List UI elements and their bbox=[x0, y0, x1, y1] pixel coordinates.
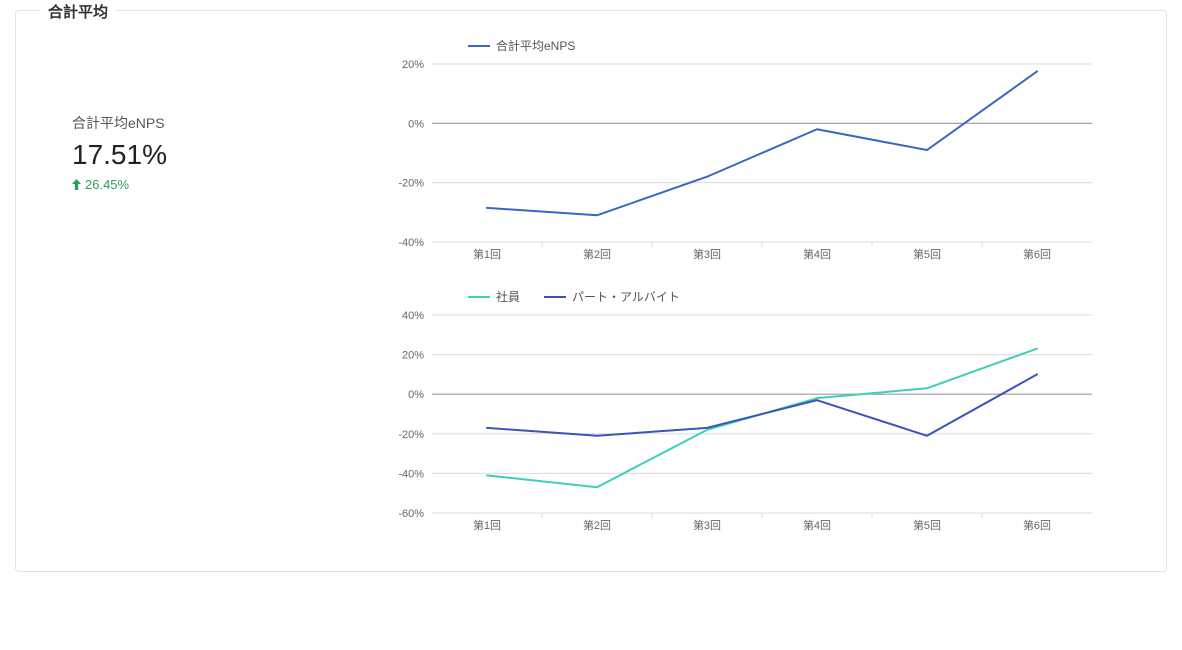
chart2-wrap: 社員 パート・アルバイト -60% -40% -20% 0% 20% 40% 第1回 第2回 第3… bbox=[382, 288, 1138, 537]
svg-text:第5回: 第5回 bbox=[913, 247, 941, 261]
svg-text:第3回: 第3回 bbox=[693, 247, 721, 261]
summary-card: 合計平均 合計平均eNPS 17.51% 26.45% 合計平均eNPS -40… bbox=[15, 10, 1167, 572]
svg-text:0%: 0% bbox=[408, 389, 424, 401]
chart2: -60% -40% -20% 0% 20% 40% 第1回 第2回 第3回 第4回 第5回 第6回 bbox=[382, 307, 1102, 537]
svg-text:-20%: -20% bbox=[398, 178, 424, 190]
svg-text:第6回: 第6回 bbox=[1023, 247, 1051, 261]
chart1: -40% -20% 0% 20% 第1回 第2回 第3回 第4回 第5回 第6回 bbox=[382, 56, 1102, 266]
svg-text:第3回: 第3回 bbox=[693, 518, 721, 532]
svg-text:第1回: 第1回 bbox=[473, 247, 501, 261]
stat-panel: 合計平均eNPS 17.51% 26.45% bbox=[16, 37, 382, 559]
legend-swatch bbox=[544, 296, 566, 298]
series-line bbox=[487, 374, 1037, 435]
chart2-legend: 社員 パート・アルバイト bbox=[468, 288, 1138, 305]
series-line bbox=[487, 349, 1037, 488]
legend-label: 社員 bbox=[496, 288, 520, 305]
chart1-wrap: 合計平均eNPS -40% -20% 0% 20% 第1回 第2回 第3回 第4回 第5回 第6回 bbox=[382, 37, 1138, 266]
svg-text:-20%: -20% bbox=[398, 429, 424, 441]
svg-text:第1回: 第1回 bbox=[473, 518, 501, 532]
legend-item: 社員 bbox=[468, 288, 520, 305]
svg-text:-40%: -40% bbox=[398, 237, 424, 249]
arrow-up-icon bbox=[72, 179, 81, 190]
svg-text:20%: 20% bbox=[402, 350, 424, 362]
card-layout: 合計平均eNPS 17.51% 26.45% 合計平均eNPS -40% -20%… bbox=[16, 11, 1166, 559]
svg-text:第5回: 第5回 bbox=[913, 518, 941, 532]
legend-item: 合計平均eNPS bbox=[468, 37, 575, 54]
legend-label: パート・アルバイト bbox=[572, 288, 680, 305]
charts-panel: 合計平均eNPS -40%-20%0%20%第1回第2回第3回第4回第5回第6回… bbox=[382, 37, 1166, 559]
series-line bbox=[487, 71, 1037, 215]
svg-text:第4回: 第4回 bbox=[803, 518, 831, 532]
legend-item: パート・アルバイト bbox=[544, 288, 680, 305]
stat-label: 合計平均eNPS bbox=[72, 113, 382, 133]
svg-text:第2回: 第2回 bbox=[583, 247, 611, 261]
stat-delta: 26.45% bbox=[72, 177, 382, 192]
svg-text:第4回: 第4回 bbox=[803, 247, 831, 261]
svg-text:0%: 0% bbox=[408, 118, 424, 130]
svg-text:40%: 40% bbox=[402, 310, 424, 322]
svg-text:第6回: 第6回 bbox=[1023, 518, 1051, 532]
chart1-legend: 合計平均eNPS bbox=[468, 37, 1138, 54]
stat-value: 17.51% bbox=[72, 139, 382, 171]
legend-swatch bbox=[468, 45, 490, 47]
card-title: 合計平均 bbox=[40, 1, 116, 22]
svg-text:20%: 20% bbox=[402, 59, 424, 71]
stat-delta-value: 26.45% bbox=[85, 177, 129, 192]
legend-swatch bbox=[468, 296, 490, 298]
svg-text:-40%: -40% bbox=[398, 468, 424, 480]
legend-label: 合計平均eNPS bbox=[496, 37, 575, 54]
svg-text:第2回: 第2回 bbox=[583, 518, 611, 532]
svg-text:-60%: -60% bbox=[398, 508, 424, 520]
